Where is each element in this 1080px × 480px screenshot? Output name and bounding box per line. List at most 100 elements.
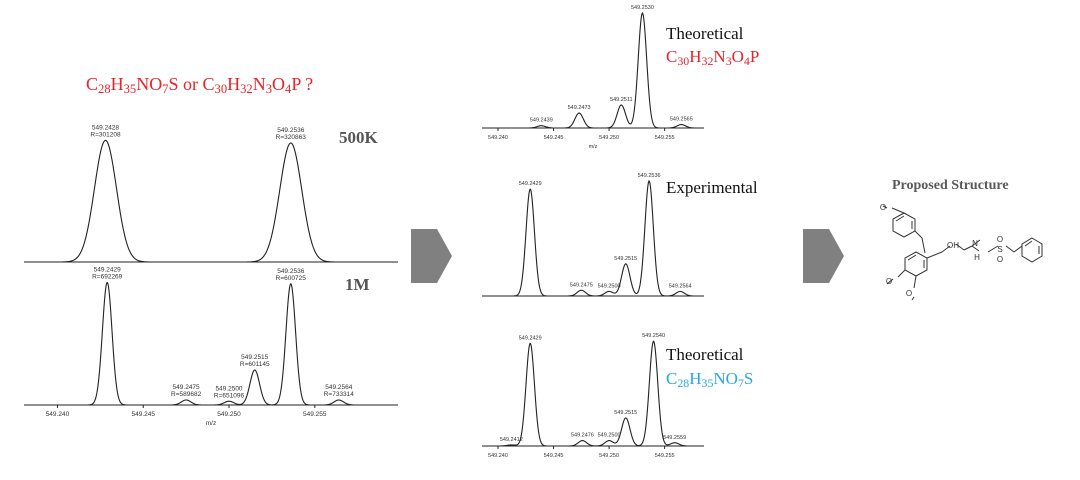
peak-resolution-label: R=301208 bbox=[90, 131, 121, 138]
peak-mz-label: 549.2429 bbox=[519, 181, 542, 187]
process-arrow-2 bbox=[803, 229, 844, 283]
formula-subscript: 28 bbox=[98, 82, 111, 97]
formula-element: O bbox=[731, 47, 744, 66]
theoretical-formula-a: C30H32N3O4P bbox=[666, 47, 759, 67]
formula-subscript: 35 bbox=[701, 375, 714, 390]
peak-mz-label: 549.2475 bbox=[570, 282, 593, 288]
axis-tick-label: 549.255 bbox=[303, 411, 327, 418]
peak-mz-label: 549.2536 bbox=[277, 268, 304, 275]
formula-subscript: 32 bbox=[240, 82, 253, 97]
formula-element: NO bbox=[713, 369, 738, 388]
peak-mz-label: 549.2428 bbox=[92, 124, 119, 131]
peak-mz-label: 549.2564 bbox=[669, 283, 692, 289]
peak-mz-label: 549.2530 bbox=[631, 5, 654, 11]
proposed-structure-diagram bbox=[882, 205, 1043, 301]
structure-atom-label: S bbox=[997, 245, 1002, 254]
resolution-label-1m: 1M bbox=[345, 275, 370, 294]
spectrum-profile-line bbox=[482, 12, 704, 129]
formula-element: N bbox=[713, 47, 726, 66]
peak-mz-label: 549.2536 bbox=[277, 127, 304, 134]
peak-mz-label: 549.2429 bbox=[94, 267, 121, 274]
experimental-title: Experimental bbox=[666, 178, 758, 197]
peak-resolution-label: R=733314 bbox=[324, 391, 355, 398]
formula-subscript: 3 bbox=[725, 53, 732, 68]
theoretical-formula-b: C28H35NO7S bbox=[666, 369, 753, 389]
spectrum-profile-line bbox=[482, 340, 704, 447]
peak-resolution-label: R=601145 bbox=[240, 361, 270, 368]
peak-resolution-label: R=692269 bbox=[92, 274, 123, 281]
formula-element: C bbox=[666, 369, 678, 388]
structure-atom-label: O bbox=[997, 235, 1003, 244]
candidate-formula-2: C30H32N3O4P bbox=[202, 74, 301, 97]
peak-mz-label: 549.2476 bbox=[571, 433, 594, 439]
formula-element: O bbox=[272, 74, 286, 94]
axis-x-label: m/z bbox=[206, 420, 216, 427]
formula-subscript: 30 bbox=[214, 82, 228, 97]
axis-tick-label: 549.255 bbox=[655, 135, 675, 141]
structure-atom-label: N bbox=[972, 239, 978, 248]
formula-element: NO bbox=[136, 74, 163, 94]
formula-element: H bbox=[227, 74, 241, 94]
peak-mz-label: 549.2515 bbox=[241, 354, 268, 361]
peak-mz-label: 549.2500 bbox=[598, 433, 621, 439]
peak-mz-label: 549.2536 bbox=[638, 173, 661, 179]
formula-subscript: 4 bbox=[285, 82, 292, 97]
axis-tick-label: 549.250 bbox=[217, 411, 241, 418]
peak-mz-label: 549.2500 bbox=[215, 385, 242, 392]
peak-mz-label: 549.2475 bbox=[173, 384, 200, 391]
process-arrow-1 bbox=[411, 229, 452, 283]
formula-element: H bbox=[689, 47, 702, 66]
peak-mz-label: 549.2515 bbox=[614, 256, 637, 262]
peak-mz-label: 549.2429 bbox=[519, 335, 542, 341]
formula-element: S bbox=[168, 74, 179, 94]
peak-resolution-label: R=651096 bbox=[214, 392, 245, 399]
formula-element: N bbox=[252, 74, 266, 94]
theoretical-title-a: Theoretical bbox=[666, 24, 744, 43]
peak-resolution-label: R=320863 bbox=[276, 134, 307, 141]
peak-mz-label: 549.2473 bbox=[568, 105, 591, 111]
peak-resolution-label: R=589682 bbox=[171, 391, 202, 398]
formula-element: C bbox=[202, 74, 215, 94]
peak-mz-label: 549.2559 bbox=[663, 435, 686, 441]
structure-title: Proposed Structure bbox=[892, 178, 1009, 193]
axis-tick-label: 549.240 bbox=[488, 135, 508, 141]
peak-mz-label: 549.2412 bbox=[500, 437, 523, 443]
structure-atom-label: H bbox=[974, 253, 980, 262]
theoretical-title-b: Theoretical bbox=[666, 345, 744, 364]
peak-mz-label: 549.2515 bbox=[614, 410, 637, 416]
axis-tick-label: 549.240 bbox=[46, 411, 70, 418]
peak-mz-label: 549.2439 bbox=[530, 118, 553, 124]
formula-element: P bbox=[291, 74, 301, 94]
structure-atom-label: O bbox=[886, 277, 892, 286]
formula-subscript: 35 bbox=[123, 82, 137, 97]
axis-tick-label: 549.250 bbox=[599, 135, 619, 141]
formula-element: H bbox=[110, 74, 124, 94]
axis-tick-label: 549.245 bbox=[544, 135, 564, 141]
spectrum-profile-line bbox=[24, 139, 398, 263]
spectrum-profile-line bbox=[482, 180, 704, 297]
formula-question: C28H35NO7S or C30H32N3O4P ? bbox=[86, 74, 313, 95]
structure-atom-label: O bbox=[906, 289, 912, 298]
peak-mz-label: 549.2540 bbox=[642, 333, 665, 339]
formula-subscript: 30 bbox=[677, 53, 690, 68]
peak-resolution-label: R=600725 bbox=[276, 275, 307, 282]
question-mark: ? bbox=[300, 74, 314, 94]
formula-subscript: 28 bbox=[677, 375, 690, 390]
formula-element: C bbox=[86, 74, 99, 94]
axis-tick-label: 549.240 bbox=[488, 453, 508, 459]
structure-atom-label: OH bbox=[947, 241, 959, 250]
formula-subscript: 32 bbox=[701, 53, 714, 68]
structure-atom-label: O bbox=[880, 203, 886, 212]
peak-mz-label: 549.2511 bbox=[610, 97, 633, 103]
formula-element: H bbox=[689, 369, 702, 388]
axis-tick-label: 549.245 bbox=[131, 411, 155, 418]
formula-subscript: 7 bbox=[162, 82, 169, 97]
spectrum-profile-line bbox=[24, 281, 398, 406]
axis-tick-label: 549.250 bbox=[599, 453, 619, 459]
formula-subscript: 4 bbox=[743, 53, 750, 68]
axis-x-label: m/z bbox=[589, 144, 598, 150]
formula-element: C bbox=[666, 47, 678, 66]
axis-tick-label: 549.245 bbox=[544, 453, 564, 459]
